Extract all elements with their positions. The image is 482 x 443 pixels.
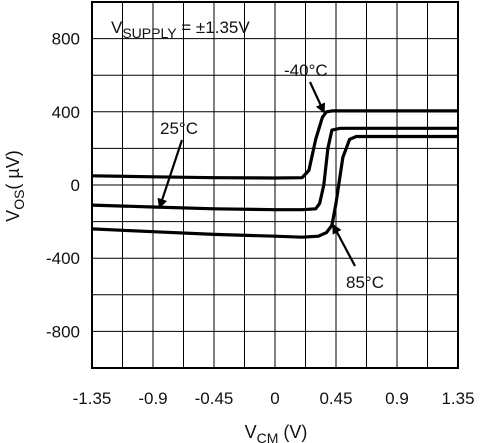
- y-tick-label: 400: [52, 103, 80, 122]
- condition-label: VSUPPLY = ±1.35V: [111, 18, 250, 41]
- annotation-label: -40°C: [284, 61, 328, 80]
- y-tick-label: -400: [46, 249, 80, 268]
- y-tick-label: -800: [46, 322, 80, 341]
- annotation-label: 25°C: [160, 119, 198, 138]
- x-axis-title: VCM (V): [245, 422, 308, 443]
- plot-frame: [91, 1, 459, 369]
- x-tick-label: 0: [270, 389, 279, 408]
- x-tick-label: -0.45: [195, 389, 234, 408]
- y-tick-label: 0: [71, 176, 80, 195]
- x-tick-labels: -1.35 -0.9 -0.45 0 0.45 0.9 1.35: [73, 389, 475, 408]
- series-line: [91, 109, 458, 180]
- annotations: -40°C 25°C 85°C: [157, 61, 384, 292]
- annotation-label: 85°C: [346, 273, 384, 292]
- y-tick-labels: 800 400 0 -400 -800: [46, 30, 80, 342]
- x-tick-label: 0.9: [385, 389, 409, 408]
- y-tick-label: 800: [52, 30, 80, 49]
- x-tick-label: -0.9: [138, 389, 167, 408]
- grid: [92, 2, 458, 368]
- annotation-arrow: [309, 81, 325, 114]
- x-tick-label: 1.35: [441, 389, 474, 408]
- x-tick-label: -1.35: [73, 389, 112, 408]
- series-lines: [91, 109, 458, 239]
- x-tick-label: 0.45: [319, 389, 352, 408]
- series-line: [91, 134, 458, 239]
- annotation-arrow: [157, 139, 184, 209]
- y-axis-title: VOS( µV): [3, 150, 27, 222]
- annotation-arrow: [332, 223, 356, 267]
- series-line: [91, 126, 458, 212]
